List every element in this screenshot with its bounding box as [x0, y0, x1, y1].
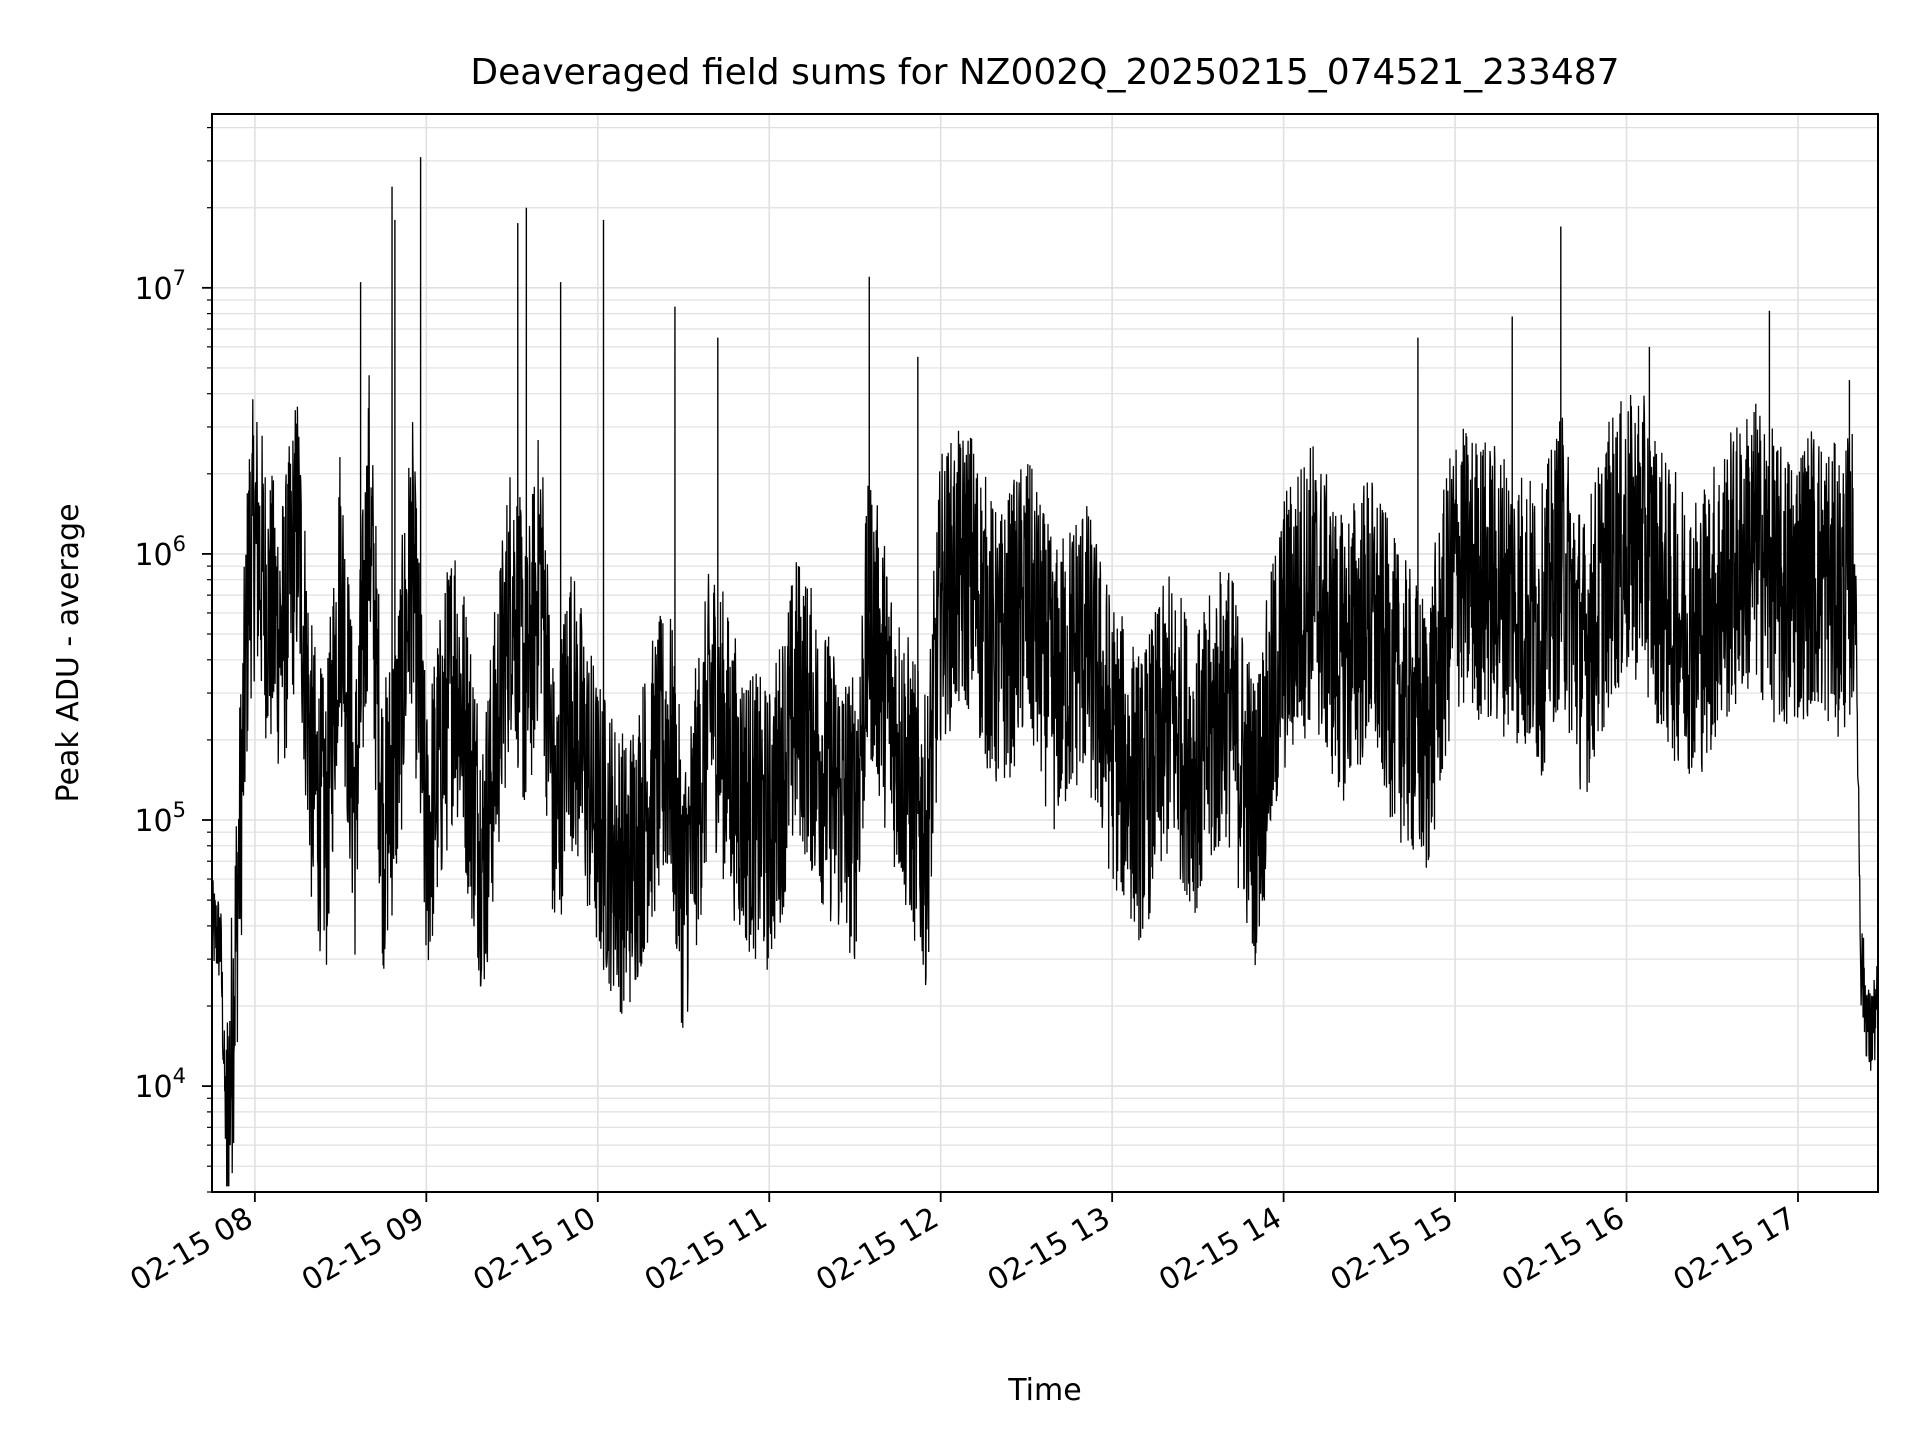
y-axis-ticks: 104 105 106 107 [134, 127, 212, 1193]
y-tick-label: 105 [134, 798, 186, 839]
y-tick-label: 107 [134, 266, 186, 307]
y-tick-label: 106 [134, 532, 186, 573]
spike-marks [359, 157, 1851, 832]
x-axis-label: Time [1007, 1373, 1081, 1408]
plot-frame [211, 113, 1879, 1193]
y-tick-label: 104 [134, 1064, 186, 1105]
y-axis-label: Peak ADU - average [51, 503, 86, 802]
series-line [211, 375, 1879, 1187]
chart-title: Deaveraged field sums for NZ002Q_2025021… [470, 52, 1619, 93]
